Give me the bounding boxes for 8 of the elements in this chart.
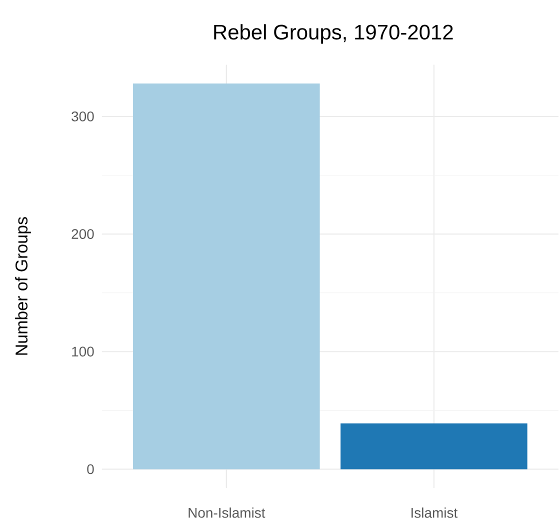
y-tick-label: 100 (72, 346, 94, 356)
x-tick-label: Non-Islamist (188, 507, 266, 518)
chart-title: Rebel Groups, 1970-2012 (214, 24, 453, 44)
y-axis-title: Number of Groups (15, 216, 31, 355)
y-tick-label: 300 (72, 111, 94, 122)
x-tick-label: Islamist (412, 507, 458, 518)
y-tick-label: 0 (87, 464, 94, 474)
y-tick-label: 200 (72, 228, 94, 239)
